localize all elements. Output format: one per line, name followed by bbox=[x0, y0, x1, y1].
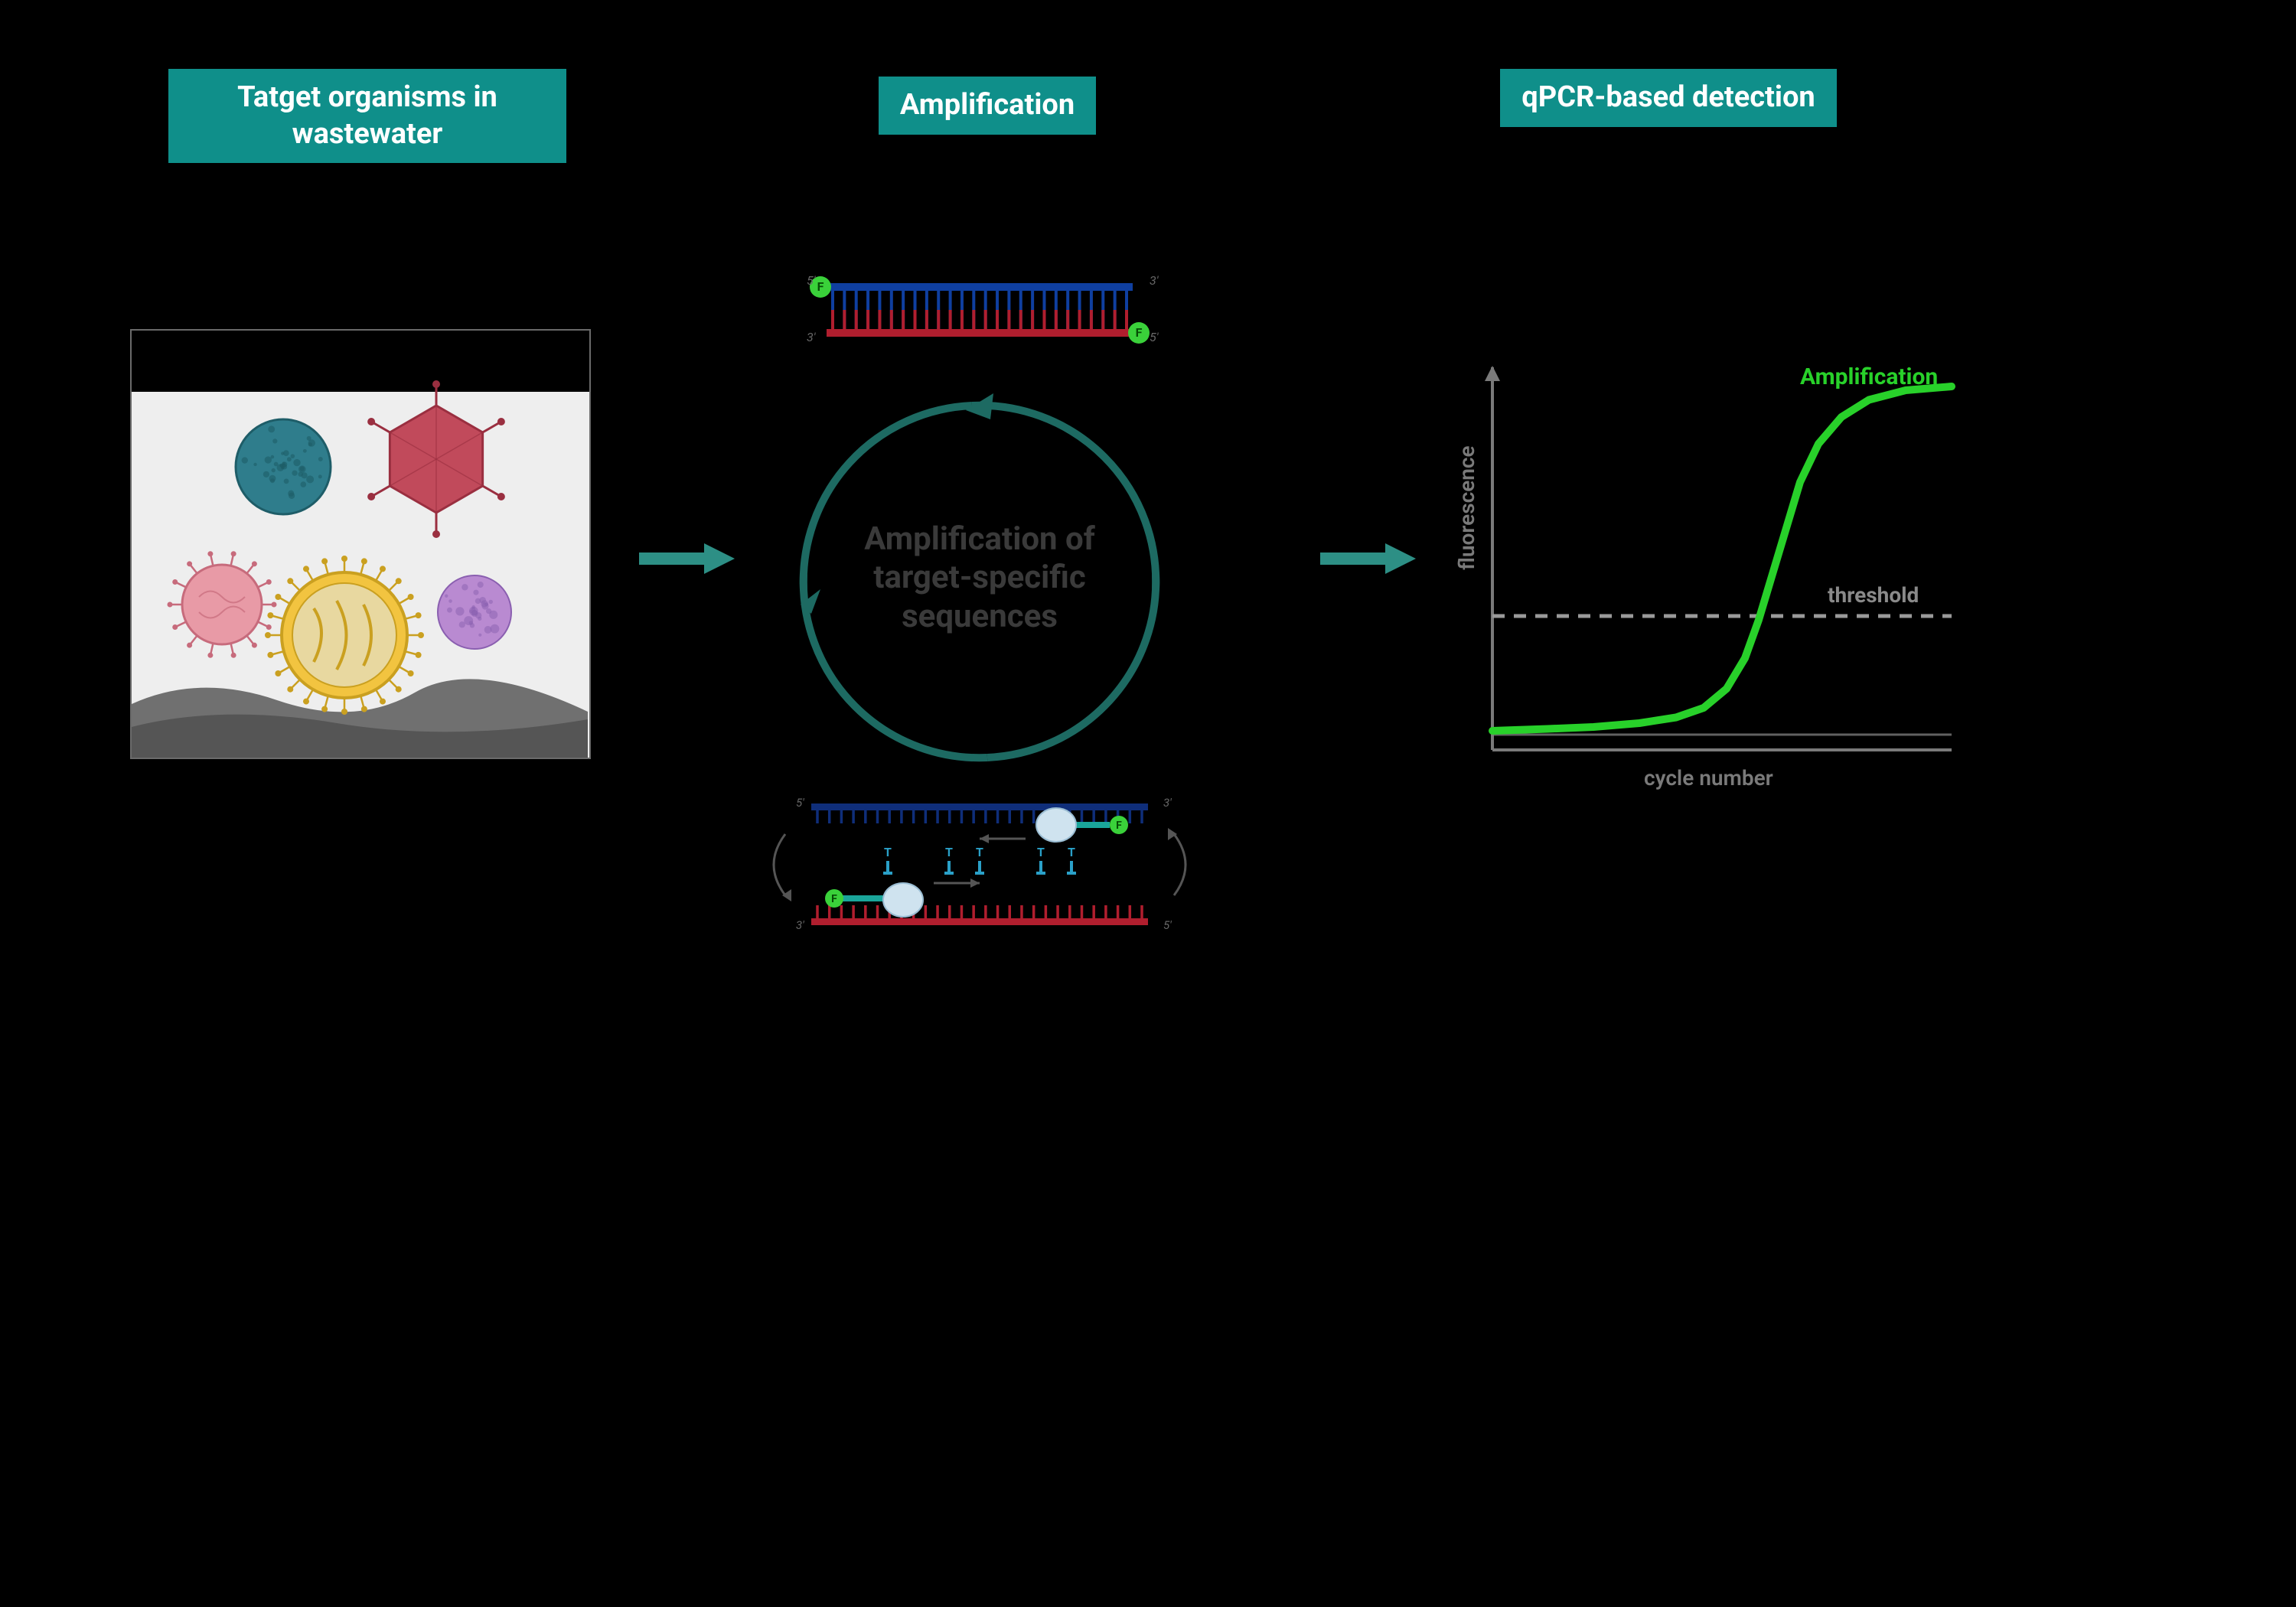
svg-text:F: F bbox=[1136, 325, 1143, 340]
qpcr-ylabel: fluorescence bbox=[1454, 445, 1479, 570]
svg-text:3': 3' bbox=[1150, 273, 1159, 288]
svg-text:5': 5' bbox=[1163, 918, 1172, 932]
svg-text:T: T bbox=[884, 845, 892, 859]
svg-text:3': 3' bbox=[1163, 796, 1172, 810]
svg-text:F: F bbox=[831, 893, 837, 905]
svg-text:3': 3' bbox=[796, 918, 804, 932]
svg-text:T: T bbox=[976, 845, 983, 859]
panel1-title: Tatget organisms in wastewater bbox=[168, 69, 566, 163]
flow-arrow-1-icon bbox=[635, 536, 742, 582]
panel2-title: Amplification bbox=[879, 77, 1096, 135]
panel1-title-wrap: Tatget organisms in wastewater bbox=[168, 69, 566, 163]
svg-text:T: T bbox=[1037, 845, 1045, 859]
amplification-center-text: Amplification of target-specific sequenc… bbox=[834, 520, 1125, 636]
qpcr-threshold-label: threshold bbox=[1828, 582, 1919, 608]
svg-text:F: F bbox=[1116, 820, 1122, 832]
qpcr-chart bbox=[1469, 360, 1975, 788]
svg-text:5': 5' bbox=[1150, 330, 1159, 344]
panel3-title: qPCR-based detection bbox=[1500, 69, 1836, 127]
flow-arrow-2-icon bbox=[1316, 536, 1424, 582]
panel3-title-wrap: qPCR-based detection bbox=[1500, 69, 1837, 127]
qpcr-amplification-label: Amplification bbox=[1800, 363, 1938, 390]
wastewater-sample-illustration bbox=[130, 329, 592, 761]
svg-text:T: T bbox=[1068, 845, 1075, 859]
svg-text:5': 5' bbox=[796, 796, 804, 810]
qpcr-xlabel: cycle number bbox=[1644, 765, 1773, 790]
svg-text:3': 3' bbox=[807, 330, 817, 344]
svg-text:T: T bbox=[945, 845, 953, 859]
svg-text:5': 5' bbox=[807, 273, 817, 288]
svg-text:F: F bbox=[817, 279, 824, 294]
panel2-title-wrap: Amplification bbox=[827, 77, 1148, 135]
